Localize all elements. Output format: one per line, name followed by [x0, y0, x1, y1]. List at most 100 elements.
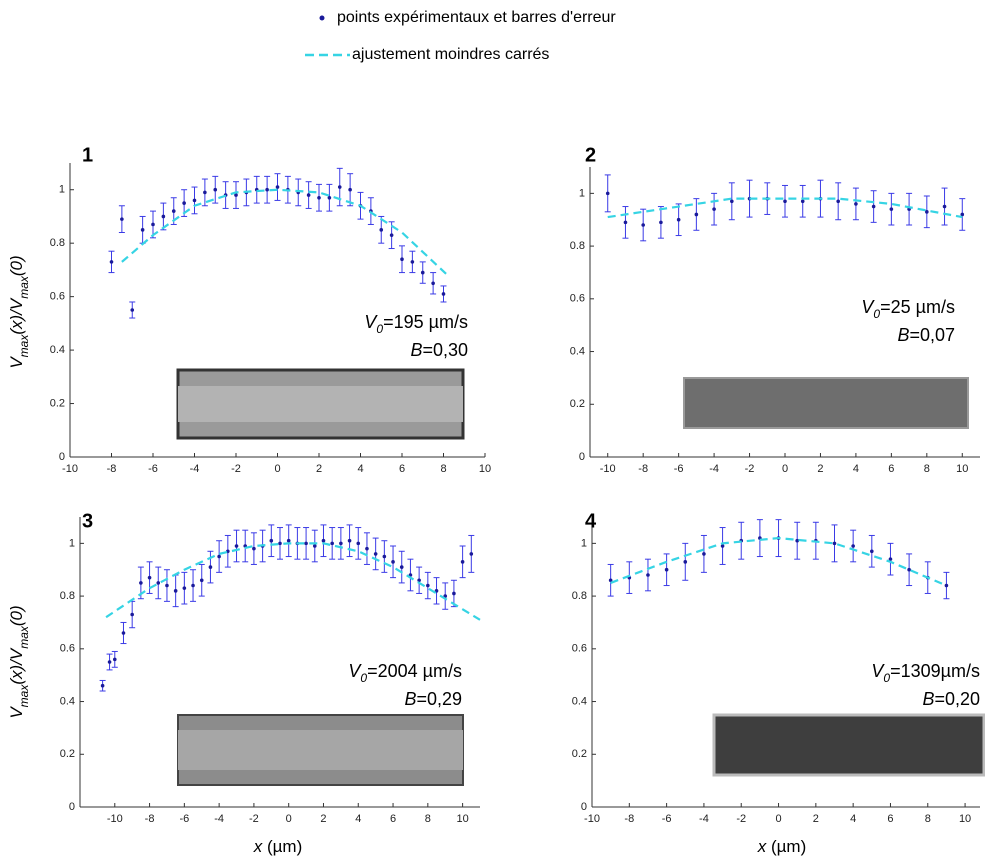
- data-point: [182, 201, 186, 205]
- x-tick-label: 0: [274, 463, 280, 475]
- annotation-var: B: [410, 340, 422, 360]
- data-point: [907, 567, 911, 572]
- annotation-var: V: [364, 312, 378, 332]
- data-point: [623, 220, 628, 225]
- x-tick-label: 0: [775, 813, 781, 825]
- legend-marker: [319, 15, 325, 21]
- data-point: [889, 207, 894, 211]
- data-point: [147, 575, 152, 580]
- x-tick-label: 8: [425, 813, 431, 825]
- data-point: [373, 552, 378, 556]
- x-axis-label: x (µm): [757, 837, 807, 856]
- data-point: [694, 212, 699, 217]
- data-point: [851, 544, 855, 548]
- data-point: [192, 198, 197, 203]
- x-tick-label: 2: [813, 813, 819, 825]
- x-tick-label: 4: [850, 813, 856, 825]
- data-point: [389, 233, 394, 237]
- annotation-var: V: [871, 661, 885, 681]
- y-tick-label: 0.6: [60, 643, 75, 655]
- x-tick-label: -2: [231, 463, 241, 475]
- data-point: [925, 210, 929, 214]
- x-tick-label: -4: [709, 463, 719, 475]
- y-axis-label: Vmax(x)/Vmax(0): [7, 255, 31, 368]
- data-point: [339, 541, 343, 546]
- micrograph-2: [683, 377, 969, 429]
- y-tick-label: 0: [69, 801, 75, 813]
- y-axis-label: Vmax(x)/Vmax(0): [7, 605, 31, 718]
- panel: 00.20.40.60.81-10 -8 -6 -4 -2 0 2 4 6 8 104V0=1309…: [572, 510, 980, 856]
- x-tick-label: 10: [956, 463, 968, 475]
- data-point: [112, 657, 117, 662]
- data-point: [269, 538, 274, 543]
- x-axis-label: x (µm): [253, 837, 303, 856]
- x-tick-label: 8: [440, 463, 446, 475]
- micrograph-4: [712, 713, 985, 777]
- data-point: [382, 554, 387, 559]
- x-tick-label: 4: [853, 463, 859, 475]
- x-tick-label: -8: [638, 463, 648, 475]
- x-axis-label-part: x: [757, 837, 767, 856]
- x-axis-label-part: x: [253, 837, 263, 856]
- y-tick-label: 0.6: [570, 293, 585, 305]
- x-tick-label: 10: [479, 463, 491, 475]
- x-tick-label: -8: [624, 813, 634, 825]
- fit-line: [105, 542, 481, 621]
- y-tick-label: 0.2: [570, 398, 585, 410]
- annotation-text: =25 µm/s: [880, 297, 955, 317]
- y-tick-label: 1: [579, 187, 585, 199]
- y-axis-label-part: max: [17, 275, 31, 299]
- x-tick-label: 10: [456, 813, 468, 825]
- y-tick-label: 0.4: [60, 695, 75, 707]
- data-point: [356, 541, 361, 546]
- panel-label: 2: [585, 144, 596, 166]
- y-tick-label: 0: [581, 801, 587, 813]
- data-point: [121, 631, 126, 635]
- data-point: [399, 565, 404, 569]
- x-tick-label: -10: [584, 813, 600, 825]
- data-point: [348, 187, 352, 192]
- annotation: V0=25 µm/s: [861, 297, 955, 321]
- data-point: [783, 199, 787, 204]
- x-tick-label: -2: [745, 463, 755, 475]
- data-point: [832, 541, 837, 546]
- x-tick-label: 6: [887, 813, 893, 825]
- data-point: [130, 612, 134, 617]
- y-tick-label: 0.4: [572, 695, 587, 707]
- data-point: [391, 560, 395, 564]
- data-point: [795, 538, 799, 543]
- data-point: [327, 195, 332, 200]
- y-tick-label: 0.2: [60, 748, 75, 760]
- annotation-text: =0,29: [416, 689, 462, 709]
- y-axis-label-part: max: [17, 684, 31, 708]
- data-point: [107, 660, 112, 664]
- annotation-sub: 0: [873, 307, 880, 321]
- x-tick-label: -6: [674, 463, 684, 475]
- x-tick-label: 4: [355, 813, 361, 825]
- x-tick-label: 8: [925, 813, 931, 825]
- data-point: [870, 549, 874, 554]
- x-tick-label: 10: [959, 813, 971, 825]
- y-tick-label: 0.6: [50, 291, 65, 303]
- x-tick-label: -10: [107, 813, 123, 825]
- annotation-text: =2004 µm/s: [367, 661, 462, 681]
- data-point: [317, 195, 321, 200]
- x-tick-label: -6: [148, 463, 158, 475]
- data-point: [452, 591, 456, 596]
- annotation-sub: 0: [883, 671, 890, 685]
- x-tick-label: -6: [662, 813, 672, 825]
- annotation-var: B: [897, 325, 909, 345]
- x-tick-label: -2: [736, 813, 746, 825]
- legend-label: ajustement moindres carrés: [352, 46, 549, 63]
- x-tick-label: -4: [699, 813, 709, 825]
- annotation: B=0,30: [410, 340, 468, 360]
- data-point: [641, 223, 645, 227]
- data-point: [156, 581, 161, 585]
- y-tick-label: 0.4: [570, 345, 585, 357]
- y-tick-label: 0.8: [570, 240, 585, 252]
- x-tick-label: -2: [249, 813, 259, 825]
- data-point: [431, 281, 435, 286]
- data-point: [960, 212, 965, 217]
- data-point: [151, 222, 155, 227]
- data-point: [265, 187, 269, 192]
